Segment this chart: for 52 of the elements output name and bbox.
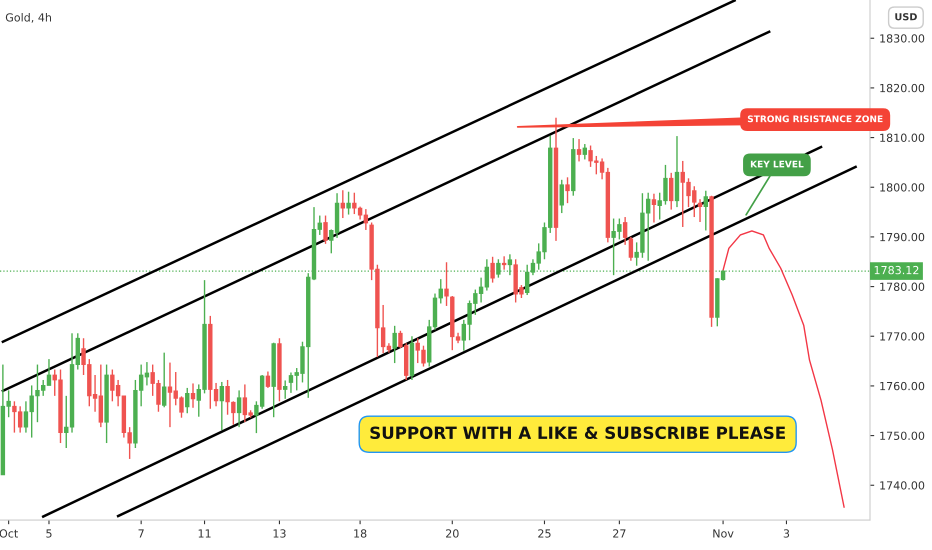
- x-tick-label: 20: [446, 529, 459, 538]
- x-tick-label: 13: [274, 529, 286, 538]
- x-tick-label: 11: [198, 529, 211, 538]
- candlestick: [652, 193, 656, 224]
- candlestick: [582, 143, 588, 160]
- candlestick: [225, 379, 230, 416]
- candlestick: [346, 191, 351, 216]
- candlestick: [220, 381, 224, 431]
- candlestick: [576, 138, 582, 162]
- text: Gold, 4h: [6, 13, 51, 23]
- y-tick-label: 1750.00: [880, 432, 924, 440]
- x-tick-label: 25: [538, 529, 551, 538]
- x-tick-label: 5: [46, 529, 52, 538]
- annotation: STRONG RISISTANCE ZONE: [748, 115, 883, 122]
- x-tick-label: 7: [138, 529, 144, 538]
- candlestick: [323, 214, 328, 245]
- candlestick: [392, 325, 397, 364]
- candlestick: [628, 236, 634, 262]
- y-tick-label: 1740.00: [880, 481, 924, 490]
- candlestick: [444, 262, 449, 307]
- candlestick: [622, 216, 628, 246]
- y-tick-label: 1810.00: [880, 134, 924, 142]
- y-tick-label: 1800.00: [880, 183, 924, 192]
- y-tick-label: 1790.00: [880, 232, 924, 242]
- candlestick: [490, 256, 495, 284]
- y-tick-label: 1770.00: [880, 332, 924, 341]
- y-tick-label: 1830.00: [880, 34, 924, 43]
- candlestick: [282, 380, 288, 400]
- candlestick: [698, 198, 702, 223]
- x-tick-label: Nov: [713, 529, 734, 538]
- annotation: KEY LEVEL: [750, 160, 804, 168]
- candlestick: [236, 390, 242, 428]
- x-tick-label: 18: [354, 529, 366, 538]
- y-tick-label: 1780.00: [880, 282, 924, 291]
- candlestick: [669, 172, 674, 210]
- y-tick-label: 1760.00: [880, 382, 924, 390]
- candlestick: [560, 179, 564, 214]
- candlestick: [231, 400, 236, 426]
- candlestick: [704, 190, 708, 232]
- text: USD: [895, 13, 917, 20]
- ref-line-label: 1783.12: [874, 266, 918, 274]
- candlestick: [185, 387, 190, 414]
- candlestick: [266, 370, 270, 389]
- candlestick: [340, 190, 346, 219]
- y-tick-label: 1820.00: [880, 84, 924, 92]
- x-tick-label: 3: [784, 529, 790, 538]
- candlestick: [190, 382, 196, 408]
- candlestick: [162, 352, 166, 408]
- annotation: SUPPORT WITH A LIKE & SUBSCRIBE PLEASE: [370, 426, 785, 440]
- x-tick-label: 27: [613, 529, 626, 538]
- x-tick-label: Oct: [0, 529, 18, 538]
- candlestick: [502, 256, 506, 270]
